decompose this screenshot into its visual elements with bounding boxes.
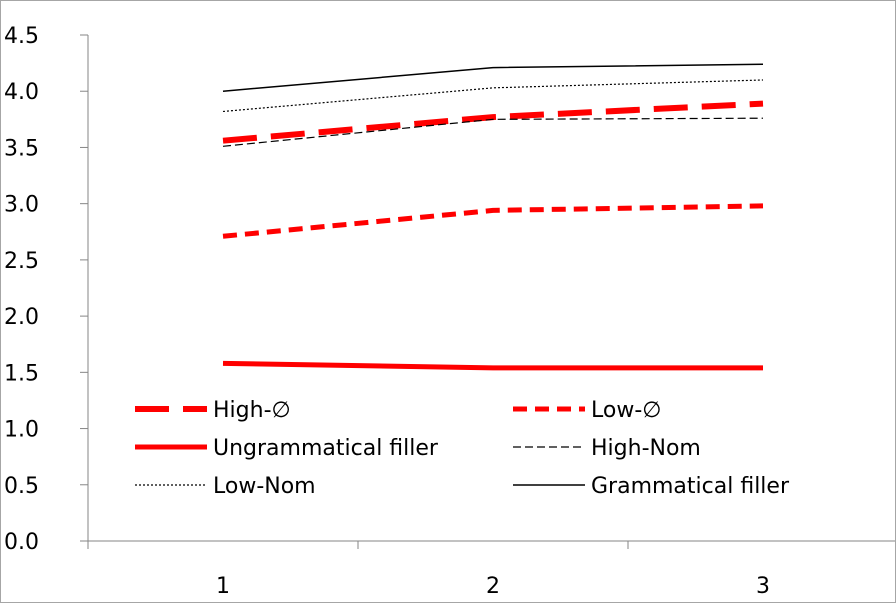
series-line-6 — [222, 63, 764, 92]
legend-label-2: Low-∅ — [591, 398, 661, 423]
y-tick-label: 0.0 — [4, 530, 39, 555]
legend-label-1: High-∅ — [213, 398, 291, 423]
x-tick-label: 3 — [756, 574, 770, 599]
y-tick-label: 3.5 — [4, 136, 39, 161]
y-tick-label: 1.5 — [4, 361, 39, 386]
legend-label-6: Grammatical filler — [591, 474, 790, 499]
x-tick-label: 1 — [216, 574, 230, 599]
series-line-4 — [222, 117, 764, 147]
series-line-3 — [222, 360, 763, 371]
series-line-1 — [222, 100, 764, 144]
legend-label-3: Ungrammatical filler — [213, 436, 439, 461]
plot-area: 0.0 0.5 1.0 1.5 2.0 2.5 3.0 3.5 4.0 4.5 1 2 3 — [4, 24, 895, 599]
legend-label-4: High-Nom — [591, 436, 701, 461]
y-tick-label: 1.0 — [4, 418, 39, 443]
y-tick-label: 2.5 — [4, 249, 39, 274]
legend-label-5: Low-Nom — [213, 474, 316, 499]
y-tick-label: 4.0 — [4, 80, 39, 105]
legend: High-∅ Low-∅ Ungrammatical filler High-Nom L… — [135, 398, 790, 499]
y-tick-label: 0.5 — [4, 474, 39, 499]
series-line-2 — [222, 203, 764, 239]
x-tick-label: 2 — [486, 574, 500, 599]
y-tick-label: 4.5 — [4, 24, 39, 49]
y-tick-label: 3.0 — [4, 193, 39, 218]
y-tick-label: 2.0 — [4, 305, 39, 330]
